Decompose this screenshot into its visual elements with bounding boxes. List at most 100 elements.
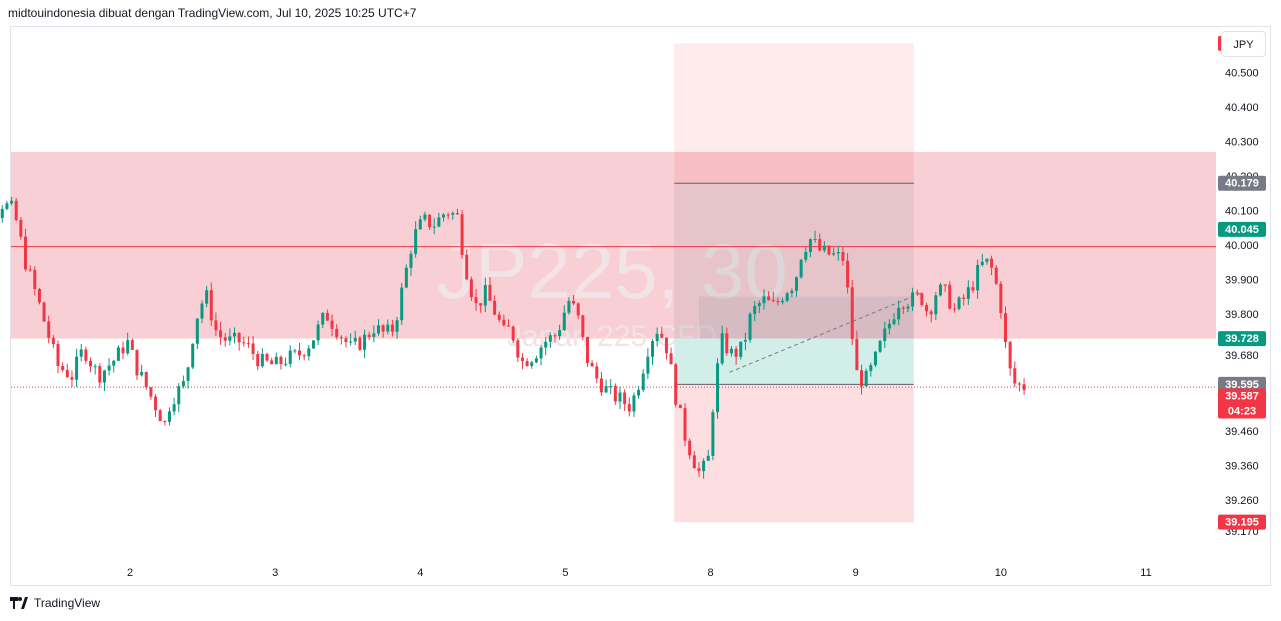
candle (729, 348, 733, 354)
candle (474, 297, 478, 304)
bar-countdown: 04:23 (1228, 405, 1256, 417)
candle (813, 239, 817, 241)
grey-box-1[interactable] (698, 296, 914, 339)
candle (455, 213, 459, 215)
candle (618, 392, 622, 402)
candle (860, 370, 864, 387)
candle (878, 340, 882, 352)
candle (743, 339, 747, 342)
candle (89, 360, 93, 367)
candle (270, 360, 274, 365)
candle (0, 208, 4, 218)
price-badge (1218, 221, 1266, 237)
candle (200, 303, 204, 319)
candle (767, 296, 771, 301)
time-tick: 9 (853, 567, 859, 579)
candle (762, 296, 766, 304)
price-tick: 40.300 (1225, 137, 1259, 149)
candle (246, 343, 250, 345)
candle (79, 349, 83, 357)
candle (520, 357, 524, 362)
candle (10, 200, 14, 204)
lower-zone-box[interactable] (674, 384, 914, 523)
price-badge-label: 39.728 (1225, 333, 1259, 345)
candle (186, 367, 190, 381)
candle (376, 325, 380, 334)
candle (581, 315, 585, 337)
candle (84, 349, 88, 361)
candle (948, 284, 952, 309)
candle (274, 356, 278, 365)
chart-pane[interactable] (10, 26, 1271, 586)
candle (265, 353, 269, 361)
candle (209, 290, 213, 321)
candle (585, 336, 589, 363)
grey-box-2[interactable] (674, 229, 914, 339)
candle (191, 343, 195, 368)
candle (507, 325, 511, 327)
currency-selector[interactable]: JPY (1221, 31, 1266, 57)
time-tick: 4 (417, 567, 423, 579)
candle (604, 386, 608, 393)
candle (167, 411, 171, 422)
candle (534, 358, 538, 363)
candles-layer (0, 196, 1026, 479)
candle (158, 410, 162, 422)
candle (177, 386, 181, 405)
candle (539, 347, 543, 359)
price-tick: 39.800 (1225, 309, 1259, 321)
candle (692, 455, 696, 469)
time-tick: 3 (272, 567, 278, 579)
candle (460, 214, 464, 255)
candle (734, 348, 738, 357)
time-tick: 8 (708, 567, 714, 579)
candle (37, 288, 41, 303)
candle (19, 219, 23, 237)
candle (850, 287, 854, 339)
stop-zone-box[interactable] (674, 43, 914, 184)
candle (181, 380, 185, 387)
candle (716, 363, 720, 413)
candle (511, 326, 515, 341)
price-badge-label: 40.045 (1225, 224, 1259, 236)
candle (409, 253, 413, 268)
candle (140, 372, 144, 376)
candle (1013, 368, 1017, 384)
candle (149, 387, 153, 397)
candle (841, 251, 845, 261)
candle (107, 365, 111, 371)
candle (61, 365, 65, 371)
candle (293, 350, 297, 352)
candle (827, 245, 831, 255)
time-tick: 10 (995, 567, 1007, 579)
candle (897, 307, 901, 320)
candle (590, 362, 594, 367)
candle (237, 332, 241, 343)
candle (428, 214, 432, 228)
candle (911, 292, 915, 307)
price-badge (1218, 175, 1266, 191)
candle (753, 306, 757, 314)
horizontal-lines-layer (11, 246, 1216, 388)
candle (688, 440, 692, 456)
candle (1022, 384, 1026, 391)
tradingview-logo[interactable]: TradingView (10, 596, 100, 610)
price-badge-label: 39.587 (1225, 390, 1259, 402)
candle (623, 392, 627, 405)
candle (706, 455, 710, 461)
price-tick: 40.100 (1225, 205, 1259, 217)
grey-box-0[interactable] (674, 183, 914, 230)
time-axis: 2 3 4 5 8 9 10 11 (127, 567, 1152, 579)
candle (966, 287, 970, 299)
price-tick: 39.680 (1225, 350, 1259, 362)
candle (678, 404, 682, 409)
candle (442, 214, 446, 218)
candle (400, 287, 404, 321)
tradingview-brand: TradingView (34, 596, 101, 610)
candle (469, 279, 473, 298)
candle (887, 323, 891, 329)
candle (1017, 383, 1021, 385)
target-box[interactable] (674, 338, 914, 385)
candle (344, 338, 348, 343)
